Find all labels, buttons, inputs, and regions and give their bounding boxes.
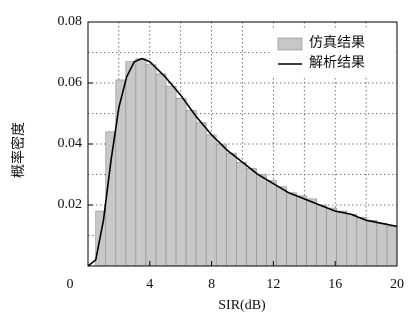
bar [276, 186, 287, 267]
bar [306, 198, 317, 267]
bar [105, 131, 117, 267]
x-axis-label: SIR(dB) [218, 298, 266, 313]
bar [326, 207, 338, 267]
bar [125, 61, 137, 267]
legend-label: 解析结果 [309, 55, 365, 71]
y-tick-label: 0.08 [58, 14, 83, 29]
bar [205, 134, 217, 267]
y-axis-label: 概率密度 [10, 122, 27, 178]
bar [386, 226, 398, 267]
bar [356, 216, 368, 267]
x-tick-label: 0 [67, 277, 74, 292]
bar [236, 162, 247, 267]
bar [135, 58, 147, 267]
bar [256, 174, 267, 267]
bar [246, 168, 257, 267]
bar [376, 223, 388, 267]
bar [296, 195, 307, 267]
x-tick-label: 4 [146, 277, 153, 292]
bar [225, 152, 237, 267]
bar [155, 73, 167, 267]
bar [266, 180, 277, 267]
x-tick-label: 16 [328, 277, 342, 292]
legend-swatch [277, 37, 303, 51]
y-tick-label: 0.02 [58, 197, 83, 212]
bar [145, 64, 157, 267]
bar [175, 97, 187, 267]
y-tick-label: 0.04 [58, 136, 83, 151]
legend-label: 仿真结果 [309, 35, 365, 51]
bar [346, 213, 358, 267]
bar [185, 110, 197, 267]
line [87, 57, 398, 267]
bar [366, 219, 378, 267]
bar [115, 79, 127, 267]
bar [165, 85, 177, 267]
bar [215, 143, 227, 267]
y-tick-label: 0.06 [58, 75, 83, 90]
legend-box [272, 30, 394, 76]
bar [286, 192, 297, 267]
x-tick-label: 8 [208, 277, 215, 292]
bar [336, 210, 348, 267]
x-tick-label: 20 [390, 277, 404, 292]
x-tick-label: 12 [266, 277, 280, 292]
bar [195, 122, 207, 267]
bar [316, 204, 328, 267]
